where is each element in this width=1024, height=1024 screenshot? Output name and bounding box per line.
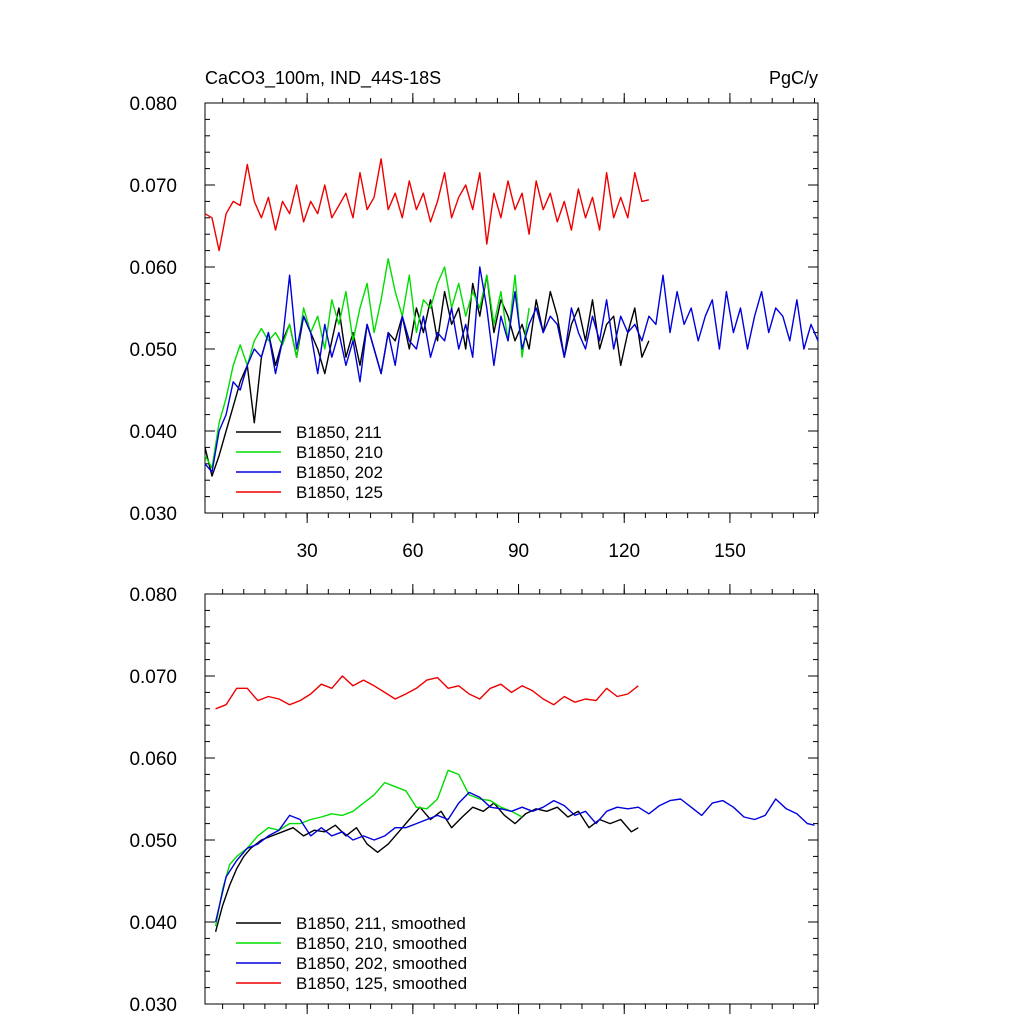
plot-frame — [204, 593, 819, 1005]
x-tick-label: 150 — [714, 541, 746, 562]
series-line-1 — [204, 274, 650, 477]
y-tick-label: 0.050 — [129, 340, 177, 361]
series-line-4 — [204, 158, 650, 252]
x-tick-label: 30 — [297, 541, 318, 562]
legend-label: B1850, 210 — [296, 443, 383, 462]
series-line-3 — [204, 266, 819, 473]
series-line-3 — [214, 791, 815, 923]
legend-label: B1850, 202 — [296, 463, 383, 482]
y-tick-label: 0.030 — [129, 995, 177, 1016]
chart-panel-smoothed: 0.030 0.040 0.050 0.060 0.070 0.080 B1850, 211… — [129, 584, 819, 1016]
legend-label: B1850, 210, smoothed — [296, 934, 467, 953]
x-tick-label: 60 — [402, 541, 423, 562]
y-tick-label: 0.080 — [129, 585, 177, 606]
units-label: PgC/y — [769, 68, 818, 88]
y-tick-label: 0.040 — [129, 422, 177, 443]
y-tick-label: 0.030 — [129, 504, 177, 525]
legend-label: B1850, 125 — [296, 483, 383, 502]
y-tick-label: 0.060 — [129, 258, 177, 279]
y-tick-label: 0.080 — [129, 94, 177, 115]
series-line-4 — [215, 675, 639, 710]
legend-label: B1850, 211, smoothed — [296, 914, 466, 933]
legend-label: B1850, 202, smoothed — [296, 954, 467, 973]
legend-label: B1850, 211 — [296, 423, 382, 442]
y-tick-label: 0.070 — [129, 176, 177, 197]
chart-title: CaCO3_100m, IND_44S-18S — [205, 68, 441, 89]
y-tick-label: 0.040 — [129, 913, 177, 934]
plot-frame — [204, 102, 819, 514]
series-line-2 — [204, 258, 530, 469]
x-tick-label: 90 — [508, 541, 529, 562]
series-line-2 — [214, 769, 523, 927]
y-tick-label: 0.050 — [129, 831, 177, 852]
y-tick-label: 0.070 — [129, 667, 177, 688]
legend-label: B1850, 125, smoothed — [296, 974, 467, 993]
series-line-1 — [214, 802, 639, 932]
x-tick-label: 120 — [608, 541, 640, 562]
y-tick-label: 0.060 — [129, 749, 177, 770]
chart-panel-raw: 0.030 0.040 0.050 0.060 0.070 0.080 30 60 90 120 1… — [129, 93, 819, 562]
